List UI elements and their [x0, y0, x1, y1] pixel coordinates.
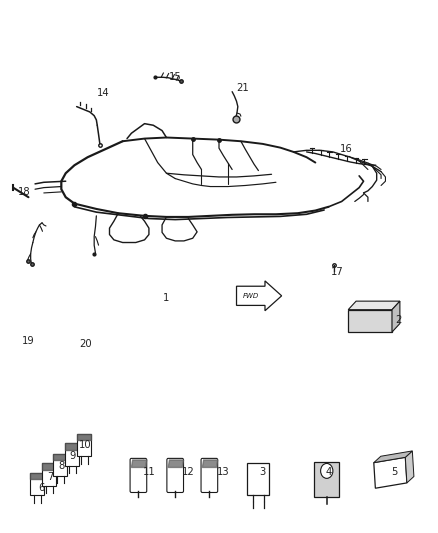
Text: 12: 12: [182, 467, 195, 477]
Polygon shape: [392, 301, 400, 332]
Text: 1: 1: [163, 294, 170, 303]
Text: 15: 15: [169, 72, 182, 82]
Polygon shape: [405, 451, 414, 483]
Polygon shape: [131, 460, 147, 467]
Polygon shape: [202, 460, 218, 467]
Text: 16: 16: [339, 144, 353, 154]
Text: 14: 14: [97, 88, 109, 98]
Polygon shape: [374, 451, 412, 463]
Text: 7: 7: [47, 472, 53, 482]
Text: 2: 2: [396, 315, 402, 325]
FancyBboxPatch shape: [130, 458, 147, 492]
Text: 18: 18: [18, 187, 30, 197]
Text: 6: 6: [39, 483, 45, 492]
Text: 21: 21: [237, 83, 250, 93]
Text: 11: 11: [142, 467, 155, 477]
Text: 20: 20: [79, 339, 92, 349]
Polygon shape: [237, 281, 282, 311]
FancyBboxPatch shape: [167, 458, 184, 492]
Polygon shape: [42, 463, 56, 470]
Text: 13: 13: [217, 467, 230, 477]
FancyBboxPatch shape: [201, 458, 218, 492]
Polygon shape: [65, 443, 79, 450]
Circle shape: [321, 463, 333, 479]
Bar: [348, 310, 392, 332]
Text: 10: 10: [79, 440, 92, 450]
Text: 3: 3: [260, 467, 266, 477]
Bar: [42, 463, 56, 486]
Text: 19: 19: [22, 336, 35, 346]
Text: 9: 9: [69, 451, 75, 461]
Text: 8: 8: [58, 462, 64, 471]
Text: 4: 4: [325, 467, 332, 477]
Polygon shape: [374, 457, 407, 488]
Bar: [247, 463, 269, 495]
Bar: [314, 462, 339, 497]
Polygon shape: [348, 301, 400, 310]
Polygon shape: [53, 454, 67, 460]
Bar: [77, 434, 91, 456]
Polygon shape: [168, 460, 184, 467]
Text: 17: 17: [331, 267, 344, 277]
Bar: [65, 443, 79, 466]
Bar: [53, 454, 67, 476]
Text: 5: 5: [391, 467, 397, 477]
Bar: [30, 473, 44, 495]
Polygon shape: [77, 434, 91, 440]
Text: FWD: FWD: [243, 293, 259, 299]
Polygon shape: [30, 473, 44, 479]
